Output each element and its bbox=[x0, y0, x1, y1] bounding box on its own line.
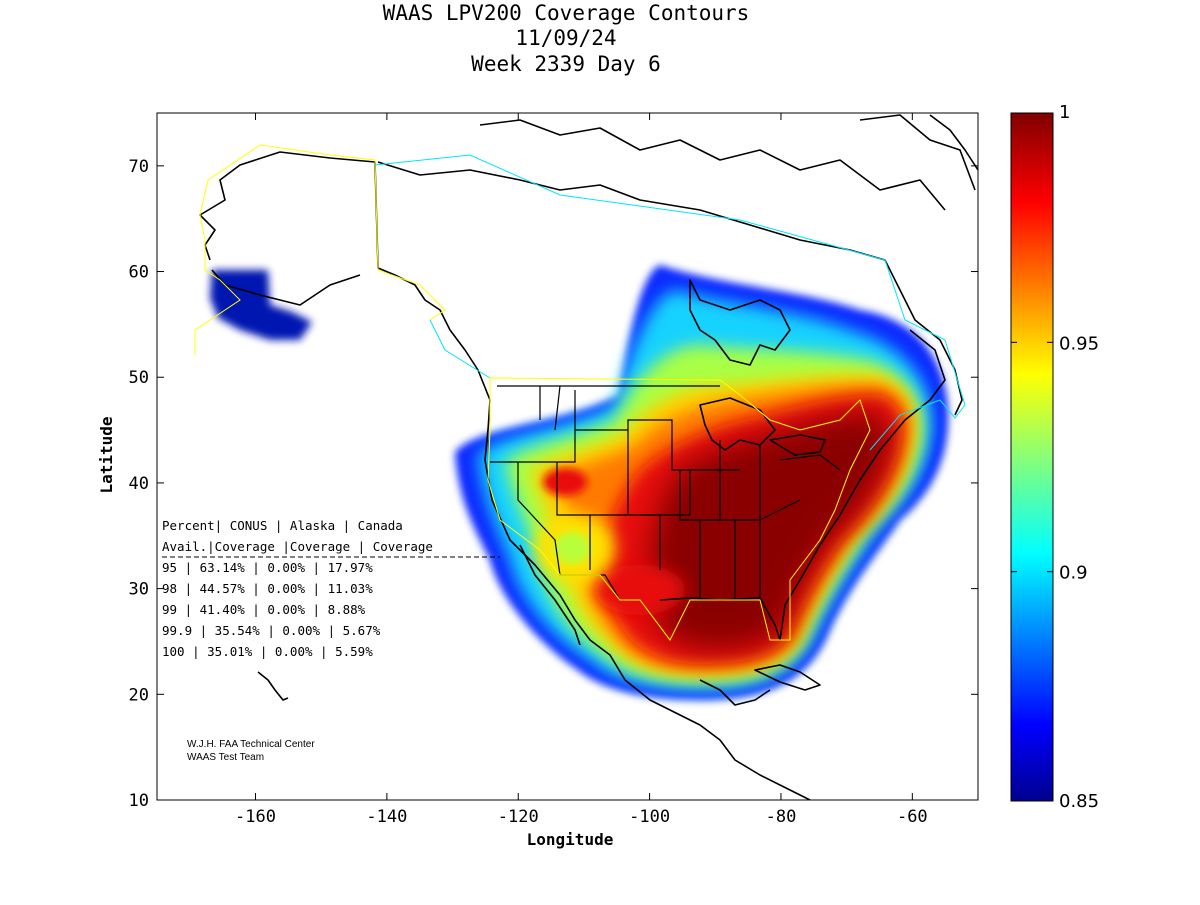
chart-title-line-2: 11/09/24 bbox=[515, 26, 616, 50]
table-header-row-1: Percent| CONUS | Alaska | Canada bbox=[162, 518, 403, 533]
x-tick-label: -60 bbox=[897, 807, 928, 827]
x-tick-label: -160 bbox=[235, 807, 276, 827]
coastline-baja bbox=[519, 544, 581, 646]
coverage-hotspot-colorado bbox=[543, 468, 587, 496]
coastline-mexico-central-america bbox=[624, 679, 811, 800]
x-axis: -160 -140 -120 -100 -80 -60 bbox=[235, 113, 928, 827]
conus-service-boundary bbox=[487, 377, 871, 641]
coastline-cuba bbox=[754, 664, 821, 691]
chart-title-line-1: WAAS LPV200 Coverage Contours bbox=[383, 1, 750, 25]
coastline-arctic-islands bbox=[479, 114, 976, 211]
colorbar-tick-label: 0.85 bbox=[1059, 791, 1099, 812]
y-tick-label: 20 bbox=[129, 685, 149, 705]
coastline-pacific bbox=[449, 329, 626, 681]
alaska-service-boundary bbox=[194, 144, 446, 355]
coastline-gulf-atlantic bbox=[659, 329, 946, 641]
y-tick-label: 30 bbox=[129, 580, 149, 600]
colorbar-ticks: 0.85 0.9 0.95 1 bbox=[1011, 102, 1099, 812]
coverage-hotspot-texas bbox=[595, 565, 685, 615]
coastline-hawaii bbox=[257, 671, 289, 701]
y-tick-label: 40 bbox=[129, 474, 149, 494]
coverage-field bbox=[210, 265, 949, 700]
y-tick-label: 50 bbox=[129, 368, 149, 388]
coastline-greenland bbox=[929, 114, 978, 171]
y-axis: 10 20 30 40 50 60 70 bbox=[129, 157, 978, 811]
state-boundaries bbox=[490, 385, 841, 601]
y-tick-label: 70 bbox=[129, 157, 149, 177]
table-header-row-2: Avail.|Coverage |Coverage | Coverage bbox=[162, 539, 433, 554]
table-row: 100 | 35.01% | 0.00% | 5.59% bbox=[162, 644, 373, 659]
canada-service-boundary bbox=[374, 154, 966, 451]
x-tick-label: -120 bbox=[498, 807, 539, 827]
table-row: 95 | 63.14% | 0.00% | 17.97% bbox=[162, 560, 373, 575]
chart-title-line-3: Week 2339 Day 6 bbox=[471, 52, 661, 76]
coastline-hudson-bay bbox=[689, 279, 791, 366]
coverage-pocket-four-corners-inner bbox=[554, 532, 590, 564]
x-tick-label: -100 bbox=[629, 807, 670, 827]
x-axis-label: Longitude bbox=[527, 830, 614, 849]
coastline-great-lakes bbox=[699, 397, 826, 456]
coastline-labrador bbox=[884, 259, 963, 416]
coastline-canada-arctic bbox=[377, 161, 886, 261]
colorbar-tick-label: 0.95 bbox=[1059, 333, 1099, 354]
x-tick-label: -80 bbox=[766, 807, 797, 827]
x-tick-label: -140 bbox=[366, 807, 407, 827]
table-row: 99 | 41.40% | 0.00% | 8.88% bbox=[162, 602, 366, 617]
coastlines bbox=[199, 114, 978, 800]
coverage-table: Percent| CONUS | Alaska | Canada Avail.|… bbox=[162, 518, 500, 659]
plot-frame bbox=[156, 112, 979, 801]
table-row: 98 | 44.57% | 0.00% | 11.03% bbox=[162, 581, 373, 596]
colorbar-tick-label: 0.9 bbox=[1059, 563, 1088, 584]
y-tick-label: 10 bbox=[129, 791, 149, 811]
colorbar bbox=[1010, 112, 1054, 802]
credit-line-1: W.J.H. FAA Technical Center bbox=[187, 739, 315, 750]
y-tick-label: 60 bbox=[129, 263, 149, 283]
credit-line-2: WAAS Test Team bbox=[187, 752, 264, 763]
coverage-contour-100 bbox=[648, 412, 889, 649]
table-row: 99.9 | 35.54% | 0.00% | 5.67% bbox=[162, 623, 381, 638]
y-axis-label: Latitude bbox=[97, 416, 116, 493]
service-area-boundaries bbox=[194, 144, 966, 641]
coverage-patch-alaska bbox=[210, 270, 312, 340]
colorbar-tick-label: 1 bbox=[1059, 102, 1070, 123]
